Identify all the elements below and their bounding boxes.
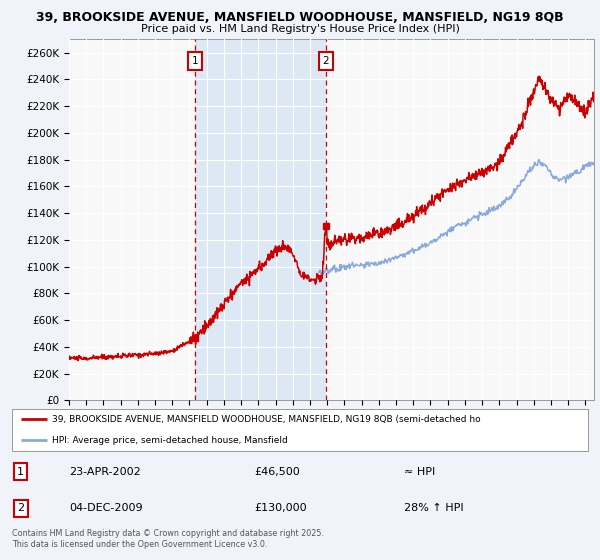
Text: Contains HM Land Registry data © Crown copyright and database right 2025.
This d: Contains HM Land Registry data © Crown c…	[12, 529, 324, 549]
Text: 04-DEC-2009: 04-DEC-2009	[70, 503, 143, 513]
Text: ≈ HPI: ≈ HPI	[404, 467, 435, 477]
Text: 39, BROOKSIDE AVENUE, MANSFIELD WOODHOUSE, MANSFIELD, NG19 8QB: 39, BROOKSIDE AVENUE, MANSFIELD WOODHOUS…	[36, 11, 564, 24]
Text: 2: 2	[17, 503, 24, 513]
Text: 23-APR-2002: 23-APR-2002	[70, 467, 142, 477]
Text: 1: 1	[191, 56, 198, 66]
Text: £130,000: £130,000	[254, 503, 307, 513]
Text: 2: 2	[323, 56, 329, 66]
Text: 1: 1	[17, 467, 24, 477]
Bar	[194, 39, 326, 400]
Text: HPI: Average price, semi-detached house, Mansfield: HPI: Average price, semi-detached house,…	[52, 436, 288, 445]
Text: Price paid vs. HM Land Registry's House Price Index (HPI): Price paid vs. HM Land Registry's House …	[140, 24, 460, 34]
Text: £46,500: £46,500	[254, 467, 299, 477]
Text: 28% ↑ HPI: 28% ↑ HPI	[404, 503, 463, 513]
Text: 39, BROOKSIDE AVENUE, MANSFIELD WOODHOUSE, MANSFIELD, NG19 8QB (semi-detached ho: 39, BROOKSIDE AVENUE, MANSFIELD WOODHOUS…	[52, 415, 481, 424]
